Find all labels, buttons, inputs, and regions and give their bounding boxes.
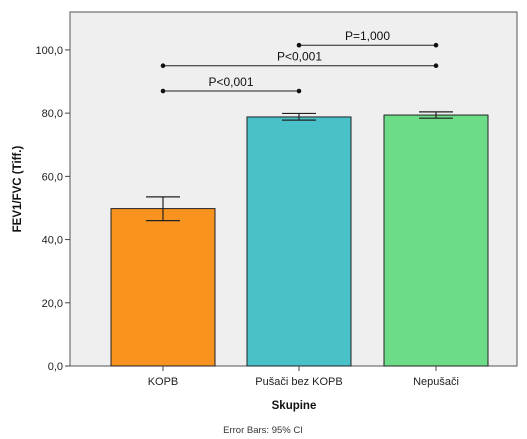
y-tick-label-5: 100,0 [35, 45, 63, 57]
significance-dot-end-3 [433, 42, 439, 48]
y-tick-label-1: 20,0 [42, 298, 63, 310]
y-axis-ticks: 0,0 20,0 40,0 60,0 80,0 100,0 [35, 45, 70, 373]
significance-label-3: P=1,000 [345, 29, 390, 43]
x-tick-label-2: Pušači bez KOPB [255, 376, 342, 388]
significance-dot-start-3 [296, 42, 302, 48]
significance-dot-start-1 [160, 88, 166, 94]
bar-1 [110, 208, 216, 367]
x-axis-title: Skupine [272, 400, 317, 412]
significance-dot-end-2 [433, 63, 439, 69]
error-bars-group [146, 111, 453, 222]
y-tick-label-2: 40,0 [42, 235, 63, 247]
x-tick-label-3: Nepušači [413, 376, 459, 388]
x-tick-label-1: KOPB [148, 376, 179, 388]
bar-3 [383, 114, 489, 367]
x-axis-ticks: KOPB Pušači bez KOPB Nepušači [148, 366, 459, 388]
y-tick-label-4: 80,0 [42, 108, 63, 120]
significance-dot-start-2 [160, 63, 166, 69]
y-tick-label-3: 60,0 [42, 171, 63, 183]
y-axis-title: FEV1/FVC (Tiff.) [12, 145, 24, 232]
y-tick-label-0: 0,0 [48, 361, 63, 373]
significance-group: P<0,001 P<0,001 P=1,000 [160, 29, 439, 94]
significance-label-1: P<0,001 [208, 75, 253, 89]
significance-label-2: P<0,001 [277, 50, 322, 64]
error-bars-note: Error Bars: 95% CI [223, 425, 303, 436]
bar-2 [246, 116, 352, 367]
significance-dot-end-1 [296, 88, 302, 94]
